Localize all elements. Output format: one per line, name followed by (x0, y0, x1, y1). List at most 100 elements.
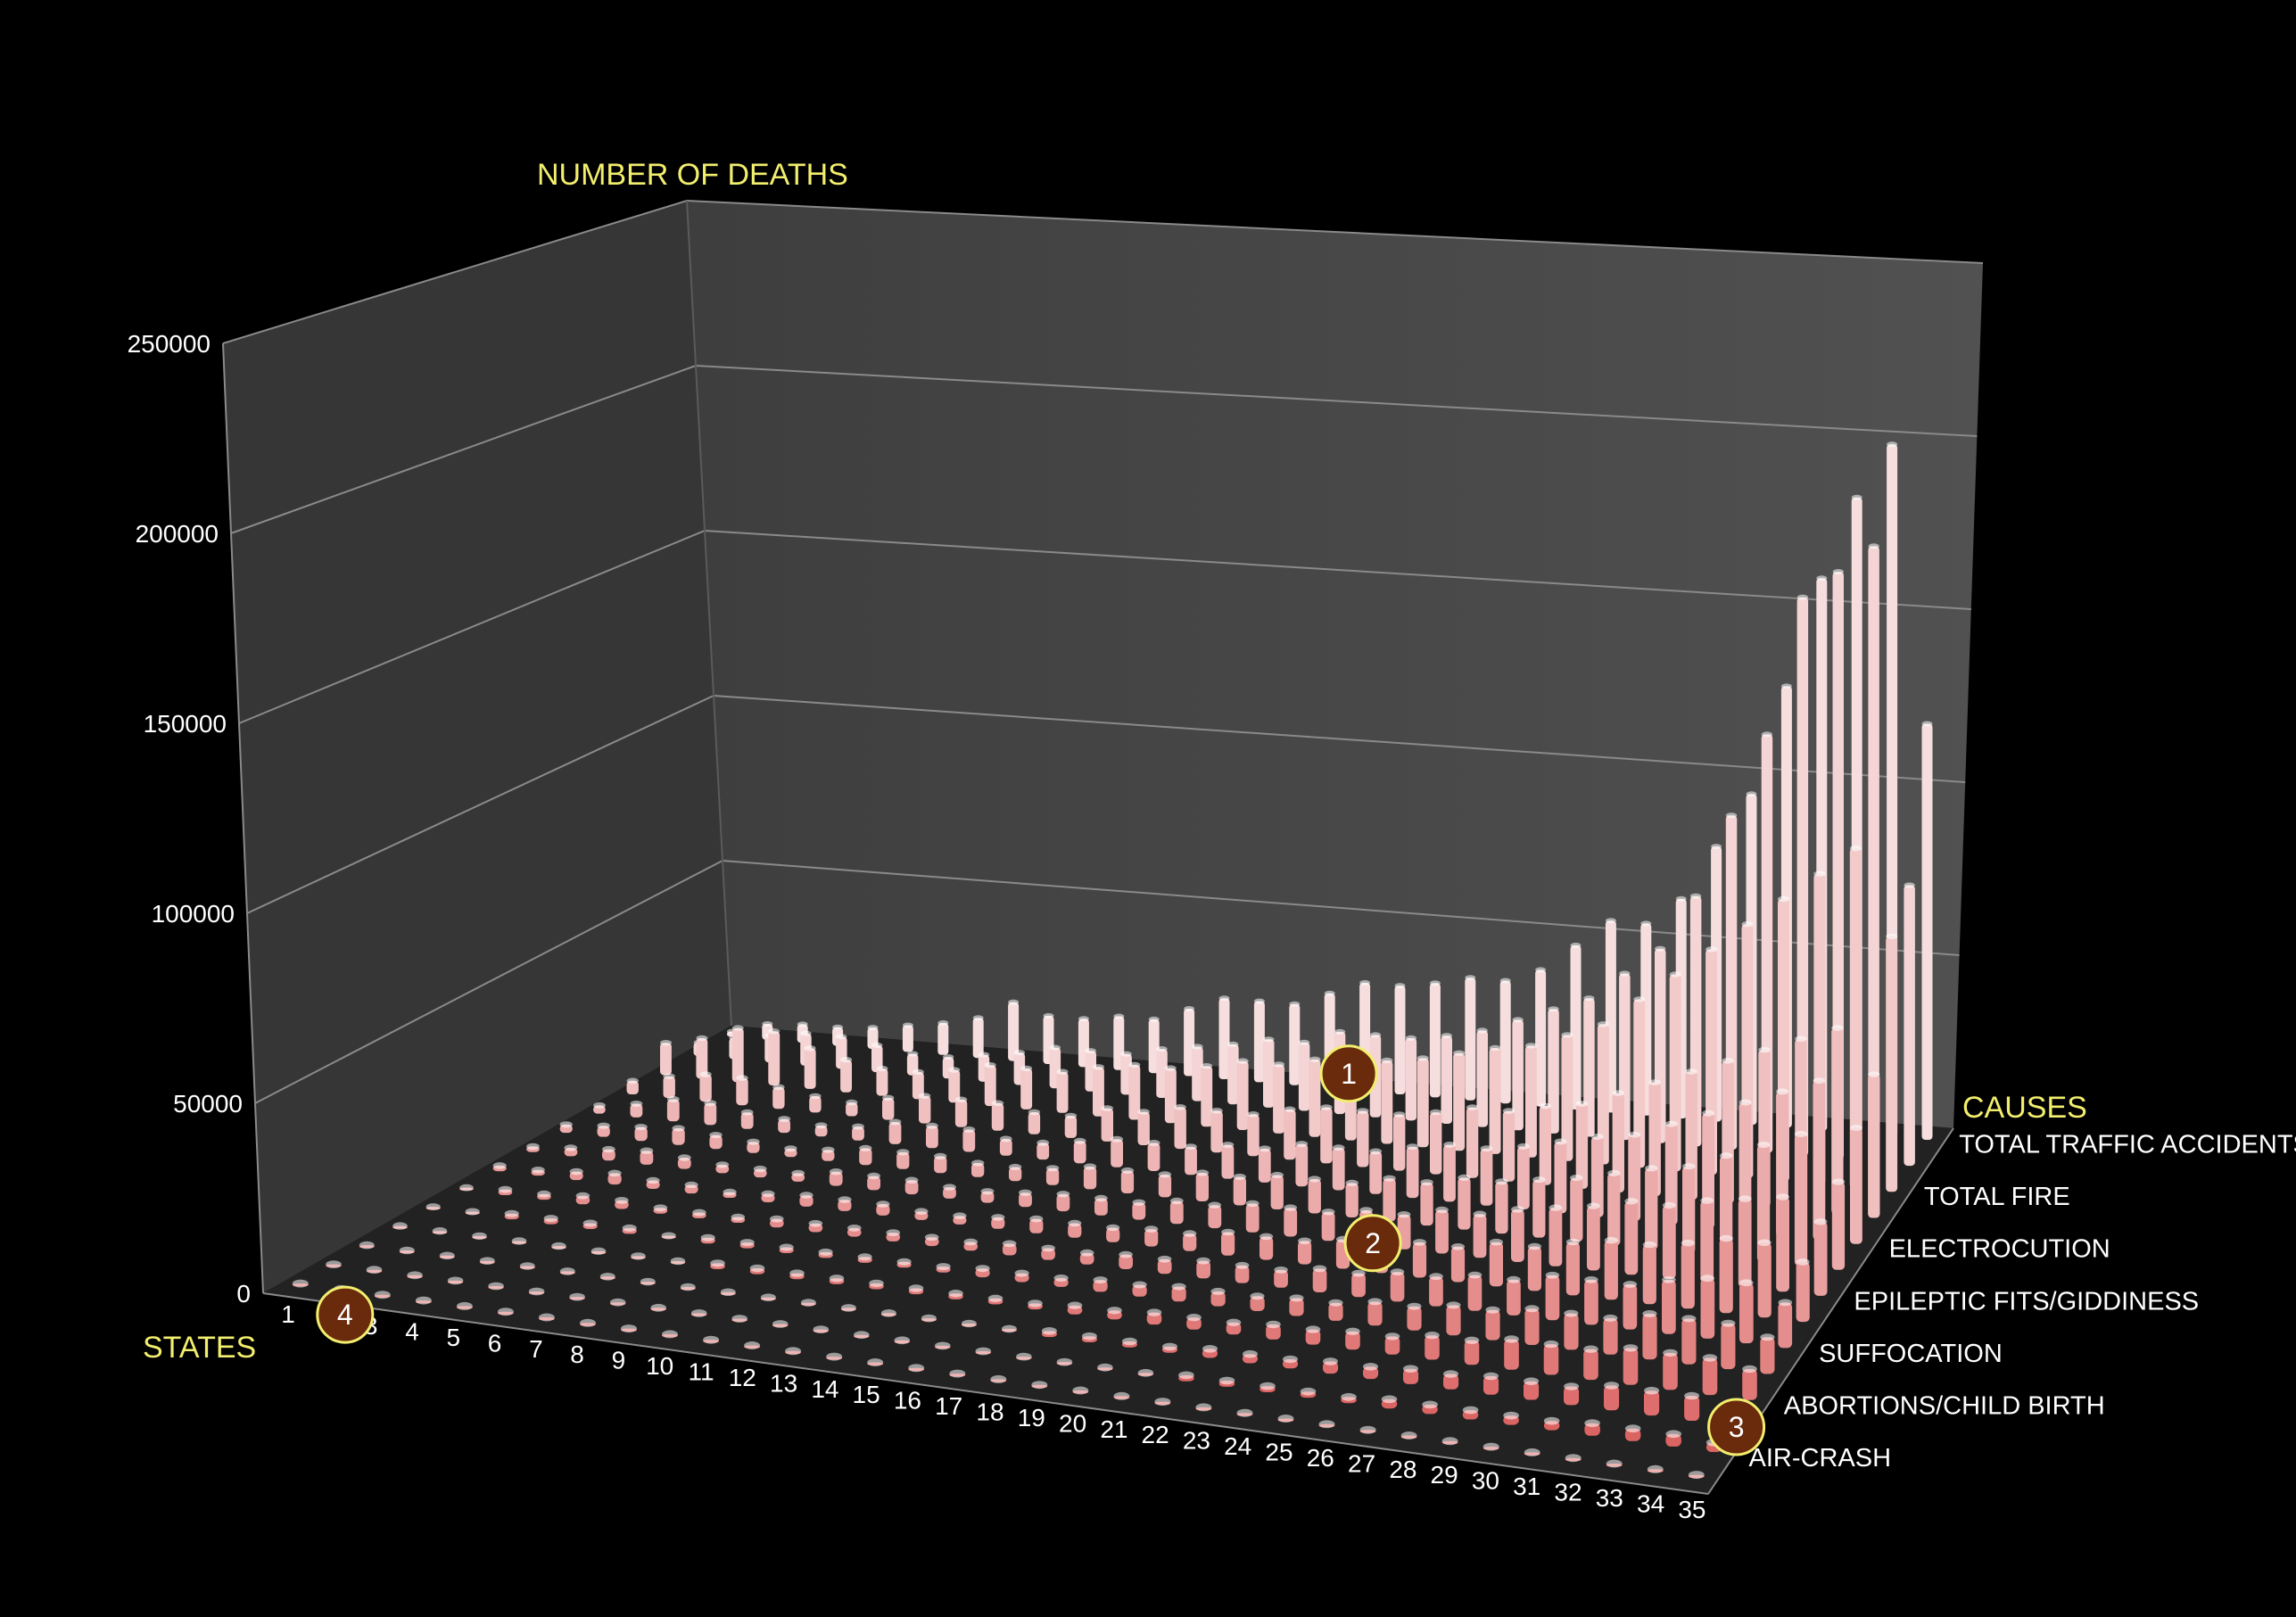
bar-top (1564, 1309, 1579, 1317)
bar-top (1107, 1307, 1122, 1315)
bar-top (1597, 1021, 1609, 1027)
bar (1663, 1352, 1678, 1390)
bar-top (1682, 1163, 1696, 1170)
bar (1464, 1340, 1480, 1365)
bar (1068, 1223, 1082, 1238)
bar-top (1524, 1448, 1540, 1456)
bar-top (621, 1324, 637, 1333)
bar-top (1218, 995, 1230, 1002)
bar-top (1284, 1204, 1298, 1211)
bar-top (1688, 1471, 1705, 1480)
bar (1535, 969, 1547, 1107)
bar-top (580, 1318, 596, 1327)
bar (1565, 1242, 1580, 1296)
bar-top (1073, 1137, 1086, 1144)
y-axis-title: NUMBER OF DEATHS (537, 158, 848, 192)
bar-top (1053, 1275, 1069, 1282)
bar (1106, 1227, 1120, 1242)
bar (1235, 1265, 1250, 1283)
bar (1476, 1030, 1488, 1127)
bar (1420, 1182, 1433, 1226)
bar (1120, 1170, 1135, 1193)
bar (1443, 1374, 1459, 1390)
bar-top (1473, 1210, 1487, 1217)
bar (709, 1134, 723, 1150)
bar (1407, 1306, 1422, 1331)
bar-top (1184, 1006, 1195, 1011)
bar-top (1363, 1363, 1378, 1371)
bar-top (859, 1144, 872, 1151)
bar-top (1583, 995, 1595, 1002)
bar-top (1093, 1276, 1108, 1284)
bar-top (838, 1196, 852, 1203)
bar (1831, 1182, 1846, 1270)
bar (1020, 1068, 1033, 1110)
bar (1612, 1093, 1624, 1192)
marker-circle (1319, 1044, 1378, 1103)
bar-top (715, 1161, 730, 1168)
bar-top (1684, 1391, 1700, 1400)
bar-top (425, 1203, 441, 1211)
bar (1502, 1110, 1516, 1182)
bar-top (1218, 1376, 1235, 1385)
bar-top (526, 1143, 540, 1151)
bar-top (609, 1298, 626, 1307)
bar-top (511, 1237, 527, 1245)
bar-top (1148, 1016, 1160, 1022)
bar-top (374, 1291, 391, 1299)
bar-top (692, 1209, 706, 1217)
bar (1308, 1179, 1321, 1214)
bar (1357, 1110, 1369, 1167)
bar (1208, 1205, 1222, 1229)
bar-top (640, 1147, 654, 1154)
bar-top (924, 1233, 939, 1242)
bar (1028, 1112, 1041, 1134)
bar-top (622, 1224, 637, 1232)
x-tick-label: 19 (1018, 1404, 1045, 1431)
bar-top (1606, 1459, 1623, 1468)
bar (1719, 1238, 1733, 1314)
bar (1218, 998, 1230, 1079)
bar (1794, 1134, 1808, 1266)
bar-top (569, 1292, 585, 1301)
bar-top (852, 1123, 864, 1130)
bar-top (447, 1276, 464, 1285)
bar (1309, 1059, 1321, 1137)
x-tick-label: 29 (1431, 1461, 1458, 1489)
bar (736, 1077, 748, 1106)
bar-top (1320, 1104, 1333, 1110)
bar (1064, 1116, 1078, 1138)
bar (1221, 1144, 1235, 1179)
bar-top (948, 1290, 963, 1298)
bar-top (646, 1176, 660, 1184)
bar-top (1584, 1419, 1600, 1428)
bar (1483, 1375, 1499, 1395)
bar (1009, 1167, 1022, 1182)
bars (292, 441, 1933, 1480)
bar-top (699, 1071, 712, 1077)
bar-top (1476, 1027, 1488, 1034)
bar-top (1443, 1142, 1456, 1148)
bar (1369, 1151, 1383, 1194)
bar-top (832, 1024, 844, 1030)
bar-top (1665, 1430, 1681, 1439)
bar-top (1705, 946, 1718, 953)
bar-top (1031, 1381, 1048, 1390)
bar-top (459, 1184, 474, 1192)
x-tick-label: 7 (529, 1335, 543, 1363)
bar-top (791, 1169, 805, 1177)
bar-top (1147, 1140, 1160, 1146)
bar-top (1243, 1349, 1258, 1358)
bar-top (1507, 1275, 1521, 1283)
bar-top (582, 1219, 598, 1227)
bar-top (760, 1293, 776, 1301)
bar (1590, 1136, 1604, 1217)
cause-label: TOTAL TRAFFIC ACCIDENTS (1959, 1131, 2296, 1159)
bar-top (808, 1219, 823, 1227)
bar-top (1119, 1250, 1133, 1258)
bar-top (1570, 1175, 1583, 1182)
bar (1603, 1317, 1618, 1355)
bar-top (1590, 1134, 1604, 1140)
bar-top (498, 1185, 513, 1193)
x-tick-label: 1 (281, 1300, 295, 1328)
